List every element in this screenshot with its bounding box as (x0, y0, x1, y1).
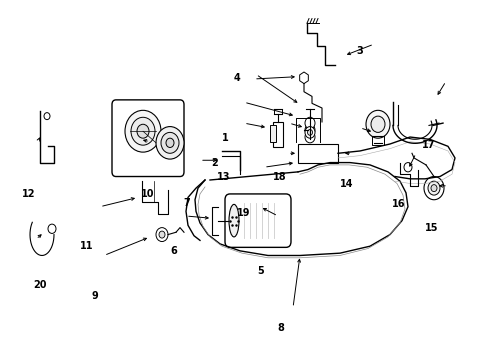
Circle shape (430, 185, 436, 192)
Circle shape (365, 110, 389, 138)
Circle shape (48, 224, 56, 233)
Text: 12: 12 (21, 189, 35, 199)
Text: 5: 5 (257, 266, 264, 276)
FancyBboxPatch shape (112, 100, 183, 176)
Circle shape (131, 117, 155, 145)
Ellipse shape (311, 150, 319, 156)
Ellipse shape (306, 149, 325, 158)
Text: 11: 11 (80, 240, 94, 251)
Text: 7: 7 (183, 198, 189, 208)
Circle shape (305, 127, 314, 138)
Text: 10: 10 (141, 189, 154, 199)
Text: 14: 14 (339, 179, 353, 189)
Bar (297, 144, 337, 163)
Ellipse shape (228, 204, 239, 237)
Text: 16: 16 (391, 199, 405, 210)
Text: 2: 2 (210, 158, 217, 168)
Circle shape (427, 181, 439, 195)
FancyBboxPatch shape (224, 194, 290, 247)
Text: 9: 9 (91, 291, 98, 301)
Circle shape (165, 138, 174, 148)
Circle shape (307, 130, 312, 135)
Circle shape (137, 124, 149, 138)
Text: 17: 17 (421, 140, 434, 150)
Bar (269, 125, 275, 142)
Circle shape (305, 124, 314, 136)
Text: 4: 4 (233, 73, 240, 84)
Circle shape (156, 127, 183, 159)
Text: 18: 18 (272, 172, 286, 182)
Circle shape (403, 163, 411, 172)
Circle shape (423, 176, 443, 200)
Circle shape (305, 131, 314, 143)
Text: 15: 15 (425, 222, 438, 233)
Text: 13: 13 (217, 172, 230, 182)
Text: 3: 3 (355, 46, 362, 56)
Text: 8: 8 (277, 323, 284, 333)
Circle shape (370, 116, 384, 132)
Circle shape (44, 113, 50, 120)
Circle shape (159, 231, 164, 238)
Circle shape (161, 132, 179, 153)
Text: 6: 6 (170, 246, 177, 256)
Circle shape (125, 110, 161, 152)
Circle shape (156, 228, 168, 242)
Text: 19: 19 (236, 208, 250, 218)
Text: 20: 20 (33, 280, 47, 290)
Bar (272, 122, 283, 148)
Text: 1: 1 (222, 132, 228, 143)
Circle shape (305, 117, 314, 129)
